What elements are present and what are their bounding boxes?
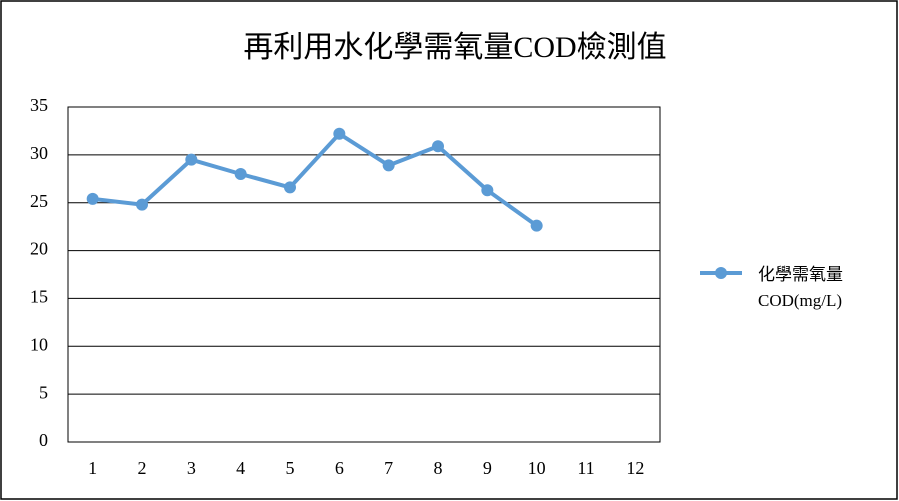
x-tick-label: 12 [626, 458, 644, 478]
x-tick-label: 4 [236, 458, 245, 478]
x-tick-label: 3 [187, 458, 196, 478]
point [382, 159, 395, 172]
x-tick-label: 11 [577, 458, 594, 478]
x-tick-label: 1 [88, 458, 97, 478]
x-tick-label: 6 [335, 458, 344, 478]
point [136, 198, 148, 211]
y-tick-label: 5 [39, 382, 48, 402]
y-tick-label: 0 [39, 430, 48, 450]
y-tick-label: 25 [30, 191, 48, 211]
point [530, 219, 543, 232]
point [481, 184, 494, 197]
point [284, 181, 296, 194]
x-tick-label: 9 [483, 458, 492, 478]
chart-title: 再利用水化學需氧量COD檢測值 [243, 31, 666, 64]
point [86, 192, 99, 205]
point [234, 168, 247, 180]
x-tick-label: 5 [286, 458, 295, 478]
y-tick-label: 35 [30, 95, 48, 115]
y-tick-label: 15 [30, 287, 48, 307]
y-tick-label: 20 [30, 239, 48, 259]
point [185, 153, 198, 166]
x-tick-label: 8 [434, 458, 443, 478]
series-line [92, 131, 538, 228]
legend-marker [715, 267, 727, 279]
x-tick-label: 10 [528, 458, 546, 478]
legend-label: 化學需氧量COD(mg/L) [758, 265, 843, 310]
point [432, 140, 444, 153]
x-tick-label: 2 [138, 458, 147, 478]
y-tick-label: 10 [30, 334, 48, 354]
y-tick-label: 30 [30, 143, 48, 163]
x-tick-label: 7 [384, 458, 393, 478]
point [333, 127, 346, 140]
